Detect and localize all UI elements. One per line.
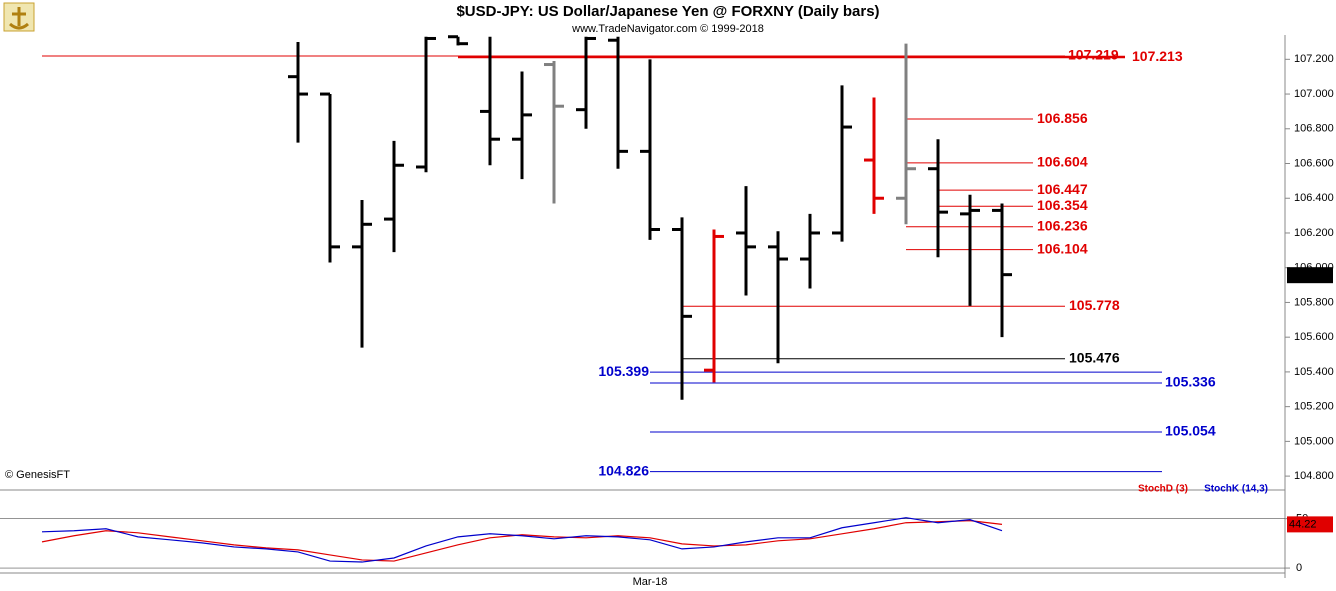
level-label: 106.236 [1037,217,1088,233]
level-label: 105.399 [598,363,649,379]
y-tick-label: 105.200 [1294,401,1334,413]
logo [3,2,35,32]
y-tick-label: 105.600 [1294,331,1334,343]
level-label: 104.826 [598,462,649,478]
price-panel [42,35,1162,473]
stoch-line [41,520,1003,562]
level-label: 105.778 [1069,297,1120,313]
legend-entry: StochD (3) [1138,484,1188,495]
y-tick-label: 105.000 [1294,435,1334,447]
x-tick-label: Mar-18 [633,576,668,588]
y-tick-label: 106.400 [1294,192,1334,204]
chart-subtitle: www.TradeNavigator.com © 1999-2018 [571,23,764,35]
last-value-label: 44.22 [1289,518,1317,530]
level-label: 105.476 [1069,349,1120,365]
chart-title: $USD-JPY: US Dollar/Japanese Yen @ FORXN… [456,3,879,20]
level-label: 105.054 [1165,423,1216,439]
legend-entry: StochK (14,3) [1204,484,1268,495]
last-price-label: 105.957 [1290,269,1330,281]
y-tick-label: 107.200 [1294,53,1334,65]
last-value-box [1287,516,1333,533]
stoch-line [41,517,1003,563]
y-tick-label: 106.600 [1294,157,1334,169]
level-label: 106.354 [1037,197,1088,213]
level-label: 107.213 [1132,48,1183,64]
y-tick-label: 107.000 [1294,88,1334,100]
y-tick-label: 105.400 [1294,366,1334,378]
level-label: 106.104 [1037,240,1088,256]
y-tick-label: 106.200 [1294,227,1334,239]
source-note: © GenesisFT [5,469,70,481]
level-label: 106.856 [1037,110,1088,126]
level-label: 107.219 [1068,47,1119,63]
y-tick-label: 105.800 [1294,296,1334,308]
y-tick-label: 106.800 [1294,123,1334,135]
last-price-box [1287,267,1333,284]
level-label: 106.604 [1037,154,1088,170]
y-tick-label: 0 [1296,562,1302,574]
y-tick-label: 104.800 [1294,470,1334,482]
level-label: 105.336 [1165,374,1216,390]
level-label: 106.447 [1037,181,1088,197]
